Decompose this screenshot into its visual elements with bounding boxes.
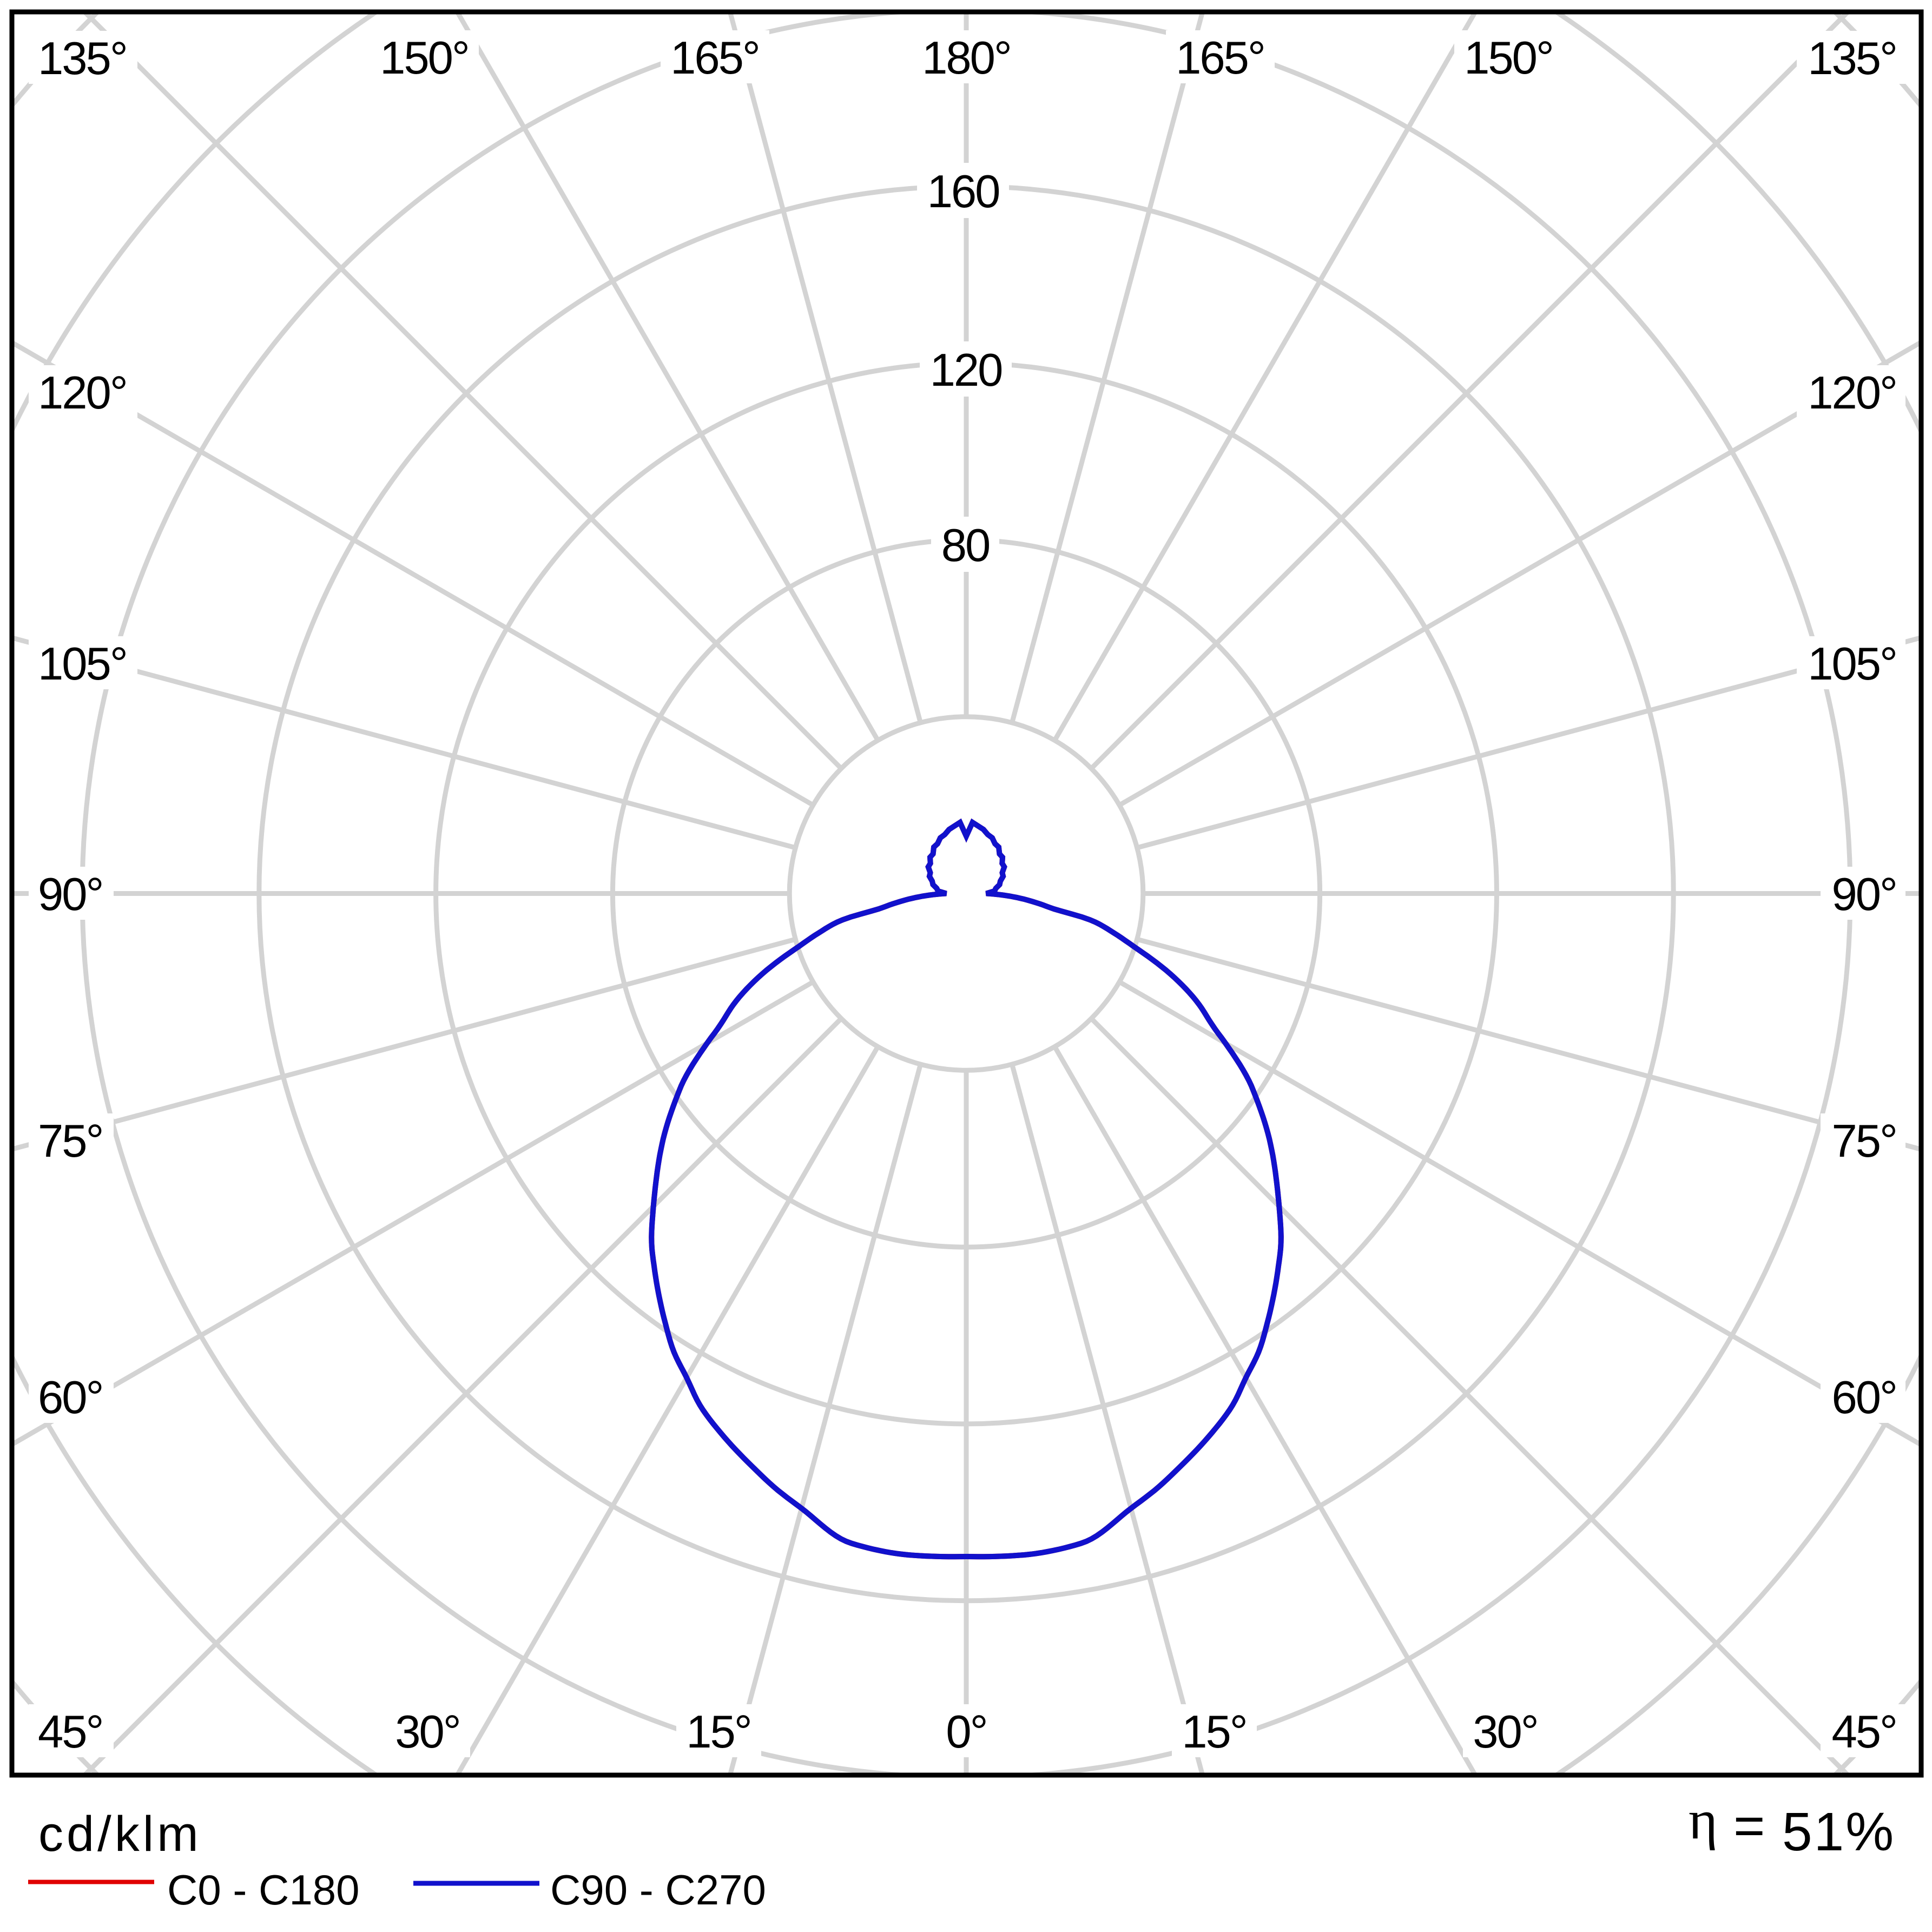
svg-text:160: 160 [927,166,999,217]
svg-text:60°: 60° [1831,1372,1896,1423]
svg-text:135°: 135° [38,33,127,84]
svg-text:120: 120 [930,345,1002,396]
svg-text:165°: 165° [670,32,759,84]
svg-text:45°: 45° [1831,1706,1896,1758]
svg-text:15°: 15° [1182,1706,1247,1758]
svg-text:η: η [1689,1789,1718,1851]
svg-text:150°: 150° [380,32,469,84]
svg-text:C0 - C180: C0 - C180 [167,1866,360,1914]
svg-text:45°: 45° [38,1706,103,1758]
svg-text:90°: 90° [38,869,103,920]
svg-text:80: 80 [941,520,990,571]
svg-text:0°: 0° [946,1706,986,1758]
svg-text:105°: 105° [38,638,127,690]
svg-text:135°: 135° [1808,33,1896,84]
svg-text:120°: 120° [38,367,127,419]
svg-text:30°: 30° [1473,1706,1538,1758]
svg-text:=: = [1733,1796,1765,1856]
svg-text:51%: 51% [1782,1802,1895,1862]
svg-text:90°: 90° [1831,869,1896,920]
svg-text:120°: 120° [1808,367,1896,419]
svg-text:165°: 165° [1176,32,1264,84]
svg-text:C90 - C270: C90 - C270 [550,1866,766,1914]
svg-text:75°: 75° [1831,1116,1896,1167]
svg-text:60°: 60° [38,1372,103,1423]
svg-text:180°: 180° [922,32,1011,84]
svg-text:cd/klm: cd/klm [38,1806,202,1862]
svg-text:75°: 75° [38,1116,103,1167]
svg-text:105°: 105° [1808,638,1896,690]
svg-text:150°: 150° [1464,32,1553,84]
svg-text:15°: 15° [686,1706,751,1758]
svg-text:30°: 30° [395,1706,460,1758]
